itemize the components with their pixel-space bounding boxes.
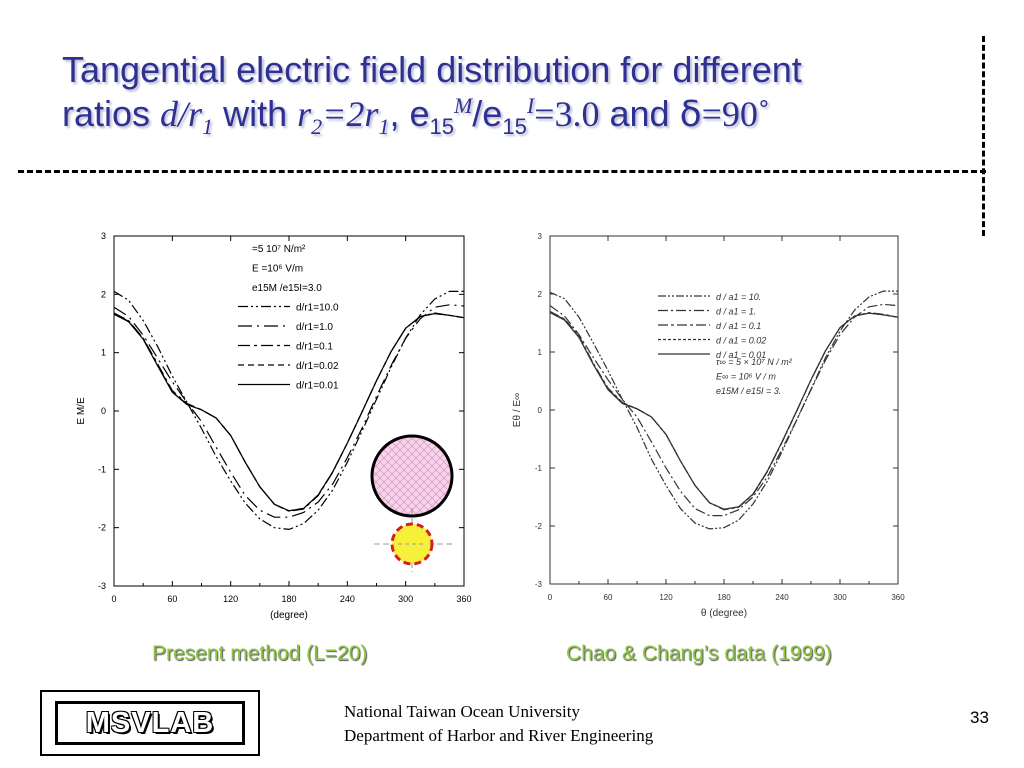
matrix-circle <box>370 434 454 518</box>
y-tick-label: -2 <box>98 523 106 533</box>
y-tick-label: 0 <box>538 406 543 415</box>
y-tick-label: 3 <box>538 232 543 241</box>
legend-param: E =10⁶ V/m <box>252 264 303 275</box>
y-axis-label: Eθ / E∞ <box>512 393 523 427</box>
title-line-2: ratios d/r1 with r2=2r1, e15M/e15I=3.0 a… <box>62 93 770 140</box>
legend-entry: d / a1 = 0.02 <box>716 336 766 346</box>
y-tick-label: 2 <box>101 289 106 299</box>
y-tick-label: -3 <box>98 581 106 591</box>
y-tick-label: -3 <box>535 580 543 589</box>
series-line-1 <box>549 303 899 517</box>
legend-entry: d/r1=0.02 <box>296 361 339 372</box>
title-r2: r2=2r1 <box>297 94 390 140</box>
legend-entry: d/r1=10.0 <box>296 303 339 314</box>
horizontal-dashed-divider <box>18 170 986 173</box>
msvlab-logo: MSVLAB <box>40 690 260 756</box>
x-tick-label: 300 <box>398 594 413 604</box>
x-tick-label: 0 <box>111 594 116 604</box>
x-tick-label: 240 <box>340 594 355 604</box>
series-line-0 <box>549 290 898 530</box>
x-axis-label: θ (degree) <box>701 608 747 619</box>
series-line-4 <box>113 312 465 512</box>
footer-affiliation: National Taiwan Ocean University Departm… <box>344 700 653 748</box>
plot-frame <box>549 235 899 585</box>
caption-chao-chang: Chao & Chang’s data (1999) <box>566 642 832 665</box>
y-axis-label: E M/E <box>76 397 87 425</box>
legend-entry: d / a1 = 10. <box>716 292 761 302</box>
series-line-4 <box>549 312 899 510</box>
series-line-1 <box>113 304 465 518</box>
legend-param: e15M /e15I=3.0 <box>252 283 322 294</box>
x-tick-label: 180 <box>717 593 731 602</box>
legend-entry: d/r1=0.01 <box>296 381 339 392</box>
x-tick-label: 240 <box>775 593 789 602</box>
y-tick-label: 1 <box>101 348 106 358</box>
legend-entry: d / a1 = 1. <box>716 307 756 317</box>
chart-present-method: 0 60 120 180 240 300 360 -3 -2 -1 0 1 2 3 (degree) E M/… <box>76 231 472 621</box>
x-tick-label: 360 <box>891 593 905 602</box>
legend-entry: d/r1=1.0 <box>296 322 333 333</box>
legend-param: =5 10⁷ N/m² <box>252 244 306 255</box>
series-line-2 <box>113 312 465 512</box>
legend-entry: d / a1 = 0.1 <box>716 321 761 331</box>
y-tick-label: 2 <box>538 290 543 299</box>
y-tick-label: -2 <box>535 522 543 531</box>
x-tick-label: 180 <box>281 594 296 604</box>
x-tick-label: 0 <box>548 593 553 602</box>
footer-department: Department of Harbor and River Engineeri… <box>344 726 654 745</box>
y-tick-label: 0 <box>101 406 106 416</box>
title-ratio-dr: d/r1 <box>160 94 214 140</box>
title-angle: ẟ=90˚ <box>679 94 770 134</box>
x-tick-label: 360 <box>456 594 471 604</box>
page-number: 33 <box>970 708 989 727</box>
legend-param: E∞ = 10⁶ V / m <box>716 372 776 382</box>
inclusion-diagram <box>370 434 454 572</box>
x-tick-label: 60 <box>167 594 177 604</box>
legend-param: τ∞ = 5 × 10⁷ N / m² <box>716 357 793 367</box>
x-tick-label: 60 <box>604 593 613 602</box>
y-tick-label: 3 <box>101 231 106 241</box>
x-tick-label: 120 <box>659 593 673 602</box>
y-tick-label: -1 <box>535 464 543 473</box>
slide-title: Tangential electric field distribution f… <box>62 48 962 140</box>
legend-param: e15M / e15I = 3. <box>716 386 781 396</box>
title-line-1: Tangential electric field distribution f… <box>62 49 802 90</box>
y-tick-label: 1 <box>538 348 543 357</box>
caption-present-method: Present method (L=20) <box>152 642 368 665</box>
x-axis-label: (degree) <box>270 610 308 621</box>
legend-entry: d / a1 = 0.01 <box>716 350 766 360</box>
footer-university: National Taiwan Ocean University <box>344 702 580 721</box>
x-tick-label: 120 <box>223 594 238 604</box>
x-tick-label: 300 <box>833 593 847 602</box>
vertical-dashed-divider <box>982 36 985 236</box>
y-tick-label: -1 <box>98 464 106 474</box>
chart-chao-chang: 0 60 120 180 240 300 360 -3 -2 -1 0 1 2 3 θ (degree) Eθ… <box>512 232 905 619</box>
msvlab-logo-text: MSVLAB <box>55 701 245 745</box>
legend-entry: d/r1=0.1 <box>296 342 333 353</box>
